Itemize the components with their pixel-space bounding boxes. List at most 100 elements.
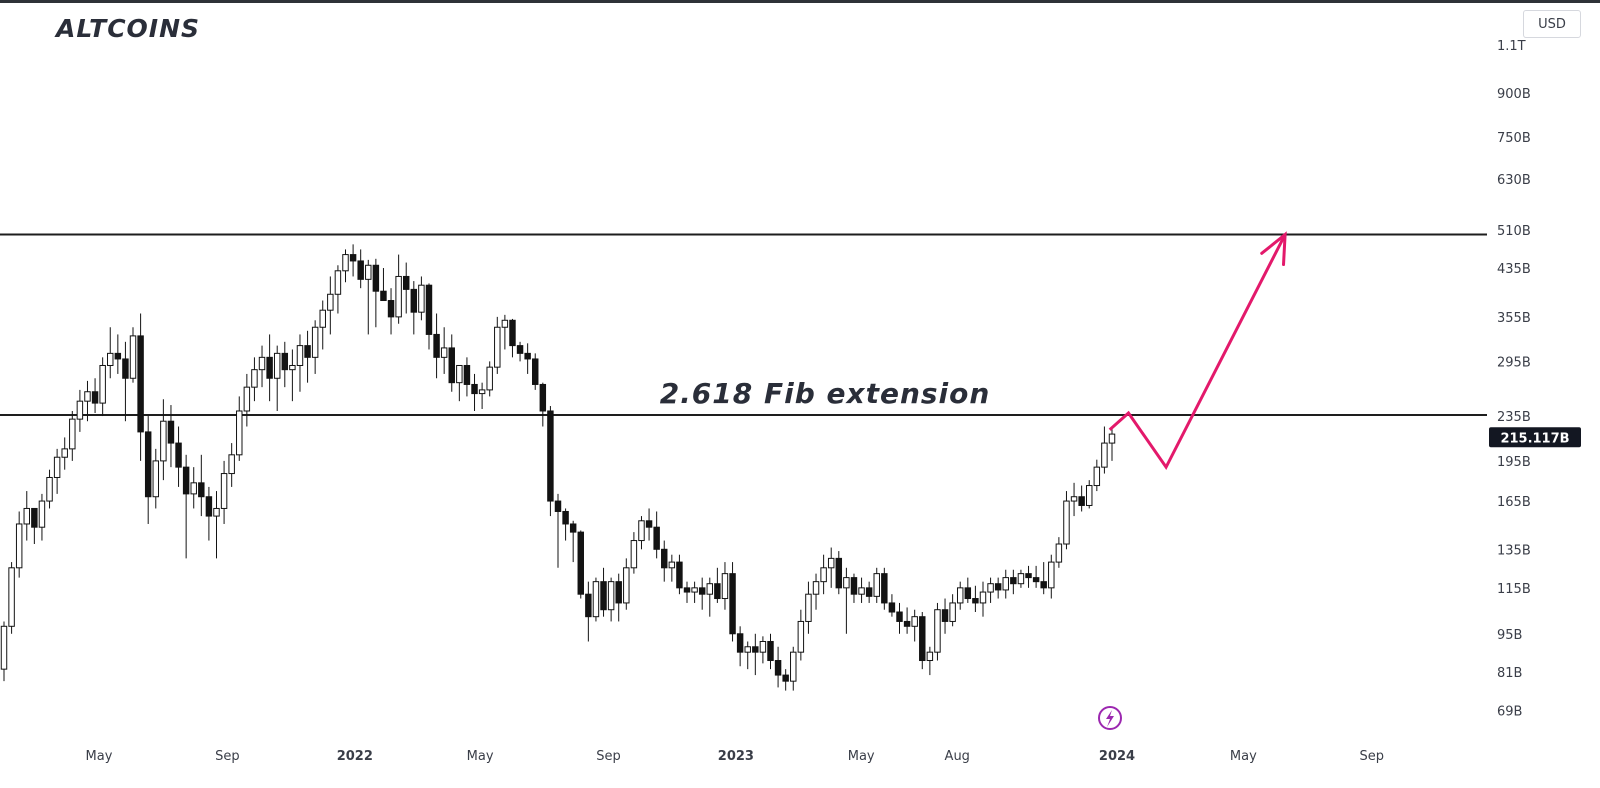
candle-97 — [736, 626, 744, 667]
candle-76 — [577, 530, 584, 599]
candle-22 — [167, 405, 175, 468]
x-tick-label-7: Aug — [945, 749, 970, 764]
candle-116 — [881, 567, 888, 610]
x-tick-label-4: Sep — [596, 749, 621, 764]
candle-19 — [144, 416, 152, 524]
candle-79 — [600, 567, 607, 617]
candle-96 — [729, 562, 736, 642]
candle-16 — [122, 341, 129, 422]
top-border — [0, 0, 1600, 3]
candle-138 — [1048, 554, 1055, 599]
candle-25 — [190, 467, 197, 509]
candle-73 — [554, 493, 562, 568]
candle-92 — [698, 577, 706, 610]
candle-71 — [539, 382, 547, 427]
candle-7 — [53, 448, 61, 494]
y-tick-label-7: 295B — [1497, 355, 1531, 370]
currency-selector[interactable]: USD — [1523, 10, 1581, 38]
candle-115 — [873, 567, 880, 603]
candle-90 — [683, 581, 691, 603]
candle-133 — [1010, 569, 1017, 595]
y-tick-label-3: 630B — [1497, 173, 1531, 188]
candle-45 — [342, 249, 349, 283]
candle-23 — [175, 426, 182, 487]
candle-132 — [1002, 569, 1009, 599]
candle-56 — [425, 283, 433, 350]
candle-36 — [273, 345, 281, 411]
candle-80 — [607, 577, 615, 622]
candle-137 — [1040, 562, 1047, 595]
candle-3 — [23, 491, 30, 541]
candle-58 — [440, 327, 448, 374]
candle-14 — [107, 327, 114, 379]
candle-57 — [433, 313, 440, 379]
candle-9 — [69, 410, 76, 461]
candle-10 — [76, 389, 84, 432]
last-price-label: 215.117B — [1500, 431, 1569, 446]
candle-82 — [623, 558, 630, 610]
x-tick-label-0: May — [86, 749, 113, 764]
candle-93 — [706, 577, 714, 617]
candle-83 — [630, 532, 638, 574]
candle-4 — [31, 507, 38, 545]
x-tick-label-1: Sep — [215, 749, 240, 764]
candle-47 — [357, 249, 364, 289]
y-tick-label-6: 355B — [1497, 311, 1531, 326]
candle-11 — [84, 380, 91, 422]
candle-109 — [827, 547, 835, 588]
candle-41 — [311, 320, 319, 374]
candle-43 — [327, 276, 334, 335]
candle-29 — [220, 460, 228, 524]
candle-44 — [334, 265, 342, 314]
y-tick-label-0: 1.1T — [1497, 39, 1526, 54]
candle-119 — [903, 607, 911, 634]
candle-140 — [1063, 491, 1070, 550]
candle-141 — [1070, 482, 1078, 517]
candle-112 — [850, 573, 858, 603]
candle-108 — [820, 554, 827, 595]
x-tick-label-3: May — [467, 749, 494, 764]
candle-59 — [448, 334, 455, 392]
candle-87 — [661, 540, 668, 582]
candle-61 — [463, 357, 471, 397]
candle-136 — [1032, 565, 1040, 588]
candle-13 — [99, 357, 106, 417]
candle-18 — [137, 313, 144, 461]
candle-95 — [721, 562, 729, 610]
candle-81 — [615, 573, 622, 622]
candle-89 — [676, 554, 683, 595]
candle-67 — [509, 318, 516, 358]
candle-46 — [349, 244, 357, 277]
candle-101 — [767, 633, 774, 670]
candle-8 — [61, 437, 68, 470]
x-tick-label-9: May — [1230, 749, 1257, 764]
y-tick-label-9: 195B — [1497, 455, 1531, 470]
candle-39 — [296, 334, 304, 392]
candle-127 — [964, 577, 972, 603]
y-tick-label-10: 165B — [1497, 495, 1531, 510]
candle-102 — [774, 646, 782, 688]
candle-51 — [387, 288, 395, 335]
y-tick-label-4: 510B — [1497, 224, 1531, 239]
candle-74 — [562, 508, 569, 541]
x-tick-label-6: May — [848, 749, 875, 764]
candle-130 — [987, 577, 994, 603]
candle-38 — [289, 349, 296, 402]
candle-94 — [714, 567, 721, 603]
candle-117 — [888, 594, 896, 617]
candle-88 — [668, 554, 676, 582]
projection-arrowhead — [1260, 231, 1287, 266]
candle-17 — [129, 327, 137, 383]
candle-145 — [1101, 426, 1108, 474]
candle-113 — [858, 577, 865, 603]
candle-62 — [471, 373, 478, 411]
candle-40 — [304, 330, 311, 383]
candle-15 — [114, 334, 122, 374]
candle-78 — [592, 577, 600, 622]
y-tick-label-12: 115B — [1497, 582, 1531, 597]
x-axis: May Sep 2022 May Sep 2023 May Aug 2024 May Sep — [86, 749, 1384, 764]
candle-123 — [934, 602, 941, 661]
candle-110 — [835, 551, 843, 595]
candle-42 — [319, 300, 326, 350]
